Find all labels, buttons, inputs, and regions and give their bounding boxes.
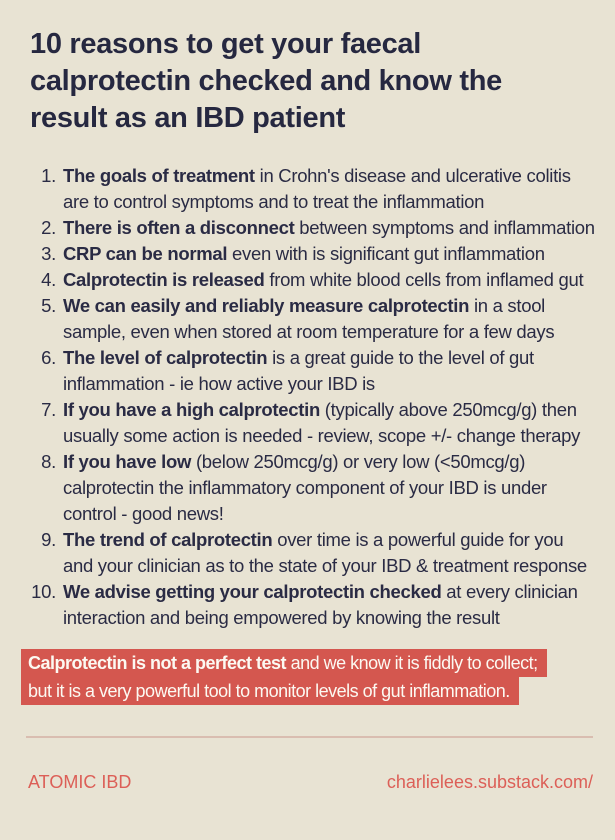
list-item: 4. Calprotectin is released from white bl… — [30, 267, 615, 293]
list-item-line: and your clinician as to the state of yo… — [63, 555, 587, 576]
list-item-text: We can easily and reliably measure calpr… — [63, 293, 615, 345]
list-item-line: calprotectin the inflammatory component … — [63, 477, 547, 498]
page-title: 10 reasons to get your faecal calprotect… — [30, 26, 597, 137]
list-item-text: We advise getting your calprotectin chec… — [63, 579, 615, 631]
list-item-text: The goals of treatment in Crohn's diseas… — [63, 163, 615, 215]
list-item-number: 7. — [41, 399, 56, 420]
list-item: 1. The goals of treatment in Crohn's dise… — [30, 163, 615, 215]
list-item-number: 10. — [31, 581, 56, 602]
footer-brand: ATOMIC IBD — [28, 772, 132, 792]
list-item-line: usually some action is needed - review, … — [63, 425, 581, 446]
list-item-line: If you have low (below 250mcg/g) or very… — [63, 451, 526, 472]
list-item-line: CRP can be normal even with is significa… — [63, 243, 545, 264]
list-item-number: 2. — [41, 217, 56, 238]
callout-rest: and we know it is fiddly to collect; — [286, 653, 539, 673]
callout: Calprotectin is not a perfect test and w… — [21, 649, 615, 705]
list-item-line: We can easily and reliably measure calpr… — [63, 295, 545, 316]
footer-divider — [26, 736, 593, 738]
callout-line-2: but it is a very powerful tool to monito… — [21, 677, 615, 705]
callout-bold: Calprotectin is not a perfect test — [28, 653, 287, 673]
list-item-line: If you have a high calprotectin (typical… — [63, 399, 577, 420]
list-item-line: We advise getting your calprotectin chec… — [63, 581, 578, 602]
list-item-line: The goals of treatment in Crohn's diseas… — [63, 165, 571, 186]
list-item-number: 5. — [41, 295, 56, 316]
list-item-line: are to control symptoms and to treat the… — [63, 191, 485, 212]
list-item-number: 4. — [41, 269, 56, 290]
list-item-text: CRP can be normal even with is significa… — [63, 241, 615, 267]
infographic-page: 10 reasons to get your faecal calprotect… — [0, 26, 615, 793]
reasons-list: 1. The goals of treatment in Crohn's dise… — [30, 163, 615, 631]
list-item-text: There is often a disconnect between symp… — [63, 215, 615, 241]
list-item: 3. CRP can be normal even with is signifi… — [30, 241, 615, 267]
page-title-line-3: result as an IBD patient — [30, 102, 346, 134]
list-item-number: 8. — [41, 451, 56, 472]
list-item: 6. The level of calprotectin is a great g… — [30, 345, 615, 397]
callout-highlight-2: but it is a very powerful tool to monito… — [21, 677, 519, 705]
list-item: 10. We advise getting your calprotectin c… — [30, 579, 615, 631]
list-item: 8. If you have low (below 250mcg/g) or ve… — [30, 449, 615, 527]
list-item-line: The level of calprotectin is a great gui… — [63, 347, 534, 368]
list-item-line: The trend of calprotectin over time is a… — [63, 529, 564, 550]
list-item-line: interaction and being empowered by knowi… — [63, 607, 500, 628]
list-item-line: inflammation - ie how active your IBD is — [63, 373, 375, 394]
callout-line-1: Calprotectin is not a perfect test and w… — [21, 649, 615, 677]
page-title-line-1: 10 reasons to get your faecal — [30, 28, 422, 60]
callout-highlight-1: Calprotectin is not a perfect test and w… — [21, 649, 547, 677]
list-item-number: 6. — [41, 347, 56, 368]
list-item-text: The trend of calprotectin over time is a… — [63, 527, 615, 579]
footer-substack-link[interactable]: charlielees.substack.com/ — [386, 772, 593, 792]
list-item-text: Calprotectin is released from white bloo… — [63, 267, 615, 293]
list-item: 7. If you have a high calprotectin (typic… — [30, 397, 615, 449]
page-title-line-2: calprotectin checked and know the — [30, 65, 502, 97]
list-item-number: 9. — [41, 529, 56, 550]
list-item-text: If you have low (below 250mcg/g) or very… — [63, 449, 615, 527]
list-item: 5. We can easily and reliably measure cal… — [30, 293, 615, 345]
list-item-line: control - good news! — [63, 503, 224, 524]
list-item-text: If you have a high calprotectin (typical… — [63, 397, 615, 449]
list-item-line: sample, even when stored at room tempera… — [63, 321, 555, 342]
list-item-number: 3. — [41, 243, 56, 264]
footer: ATOMIC IBD charlielees.substack.com/ — [28, 772, 593, 793]
list-item-line: There is often a disconnect between symp… — [63, 217, 595, 238]
list-item-number: 1. — [41, 165, 56, 186]
list-item-line: Calprotectin is released from white bloo… — [63, 269, 584, 290]
list-item: 2. There is often a disconnect between sy… — [30, 215, 615, 241]
list-item: 9. The trend of calprotectin over time is… — [30, 527, 615, 579]
list-item-text: The level of calprotectin is a great gui… — [63, 345, 615, 397]
